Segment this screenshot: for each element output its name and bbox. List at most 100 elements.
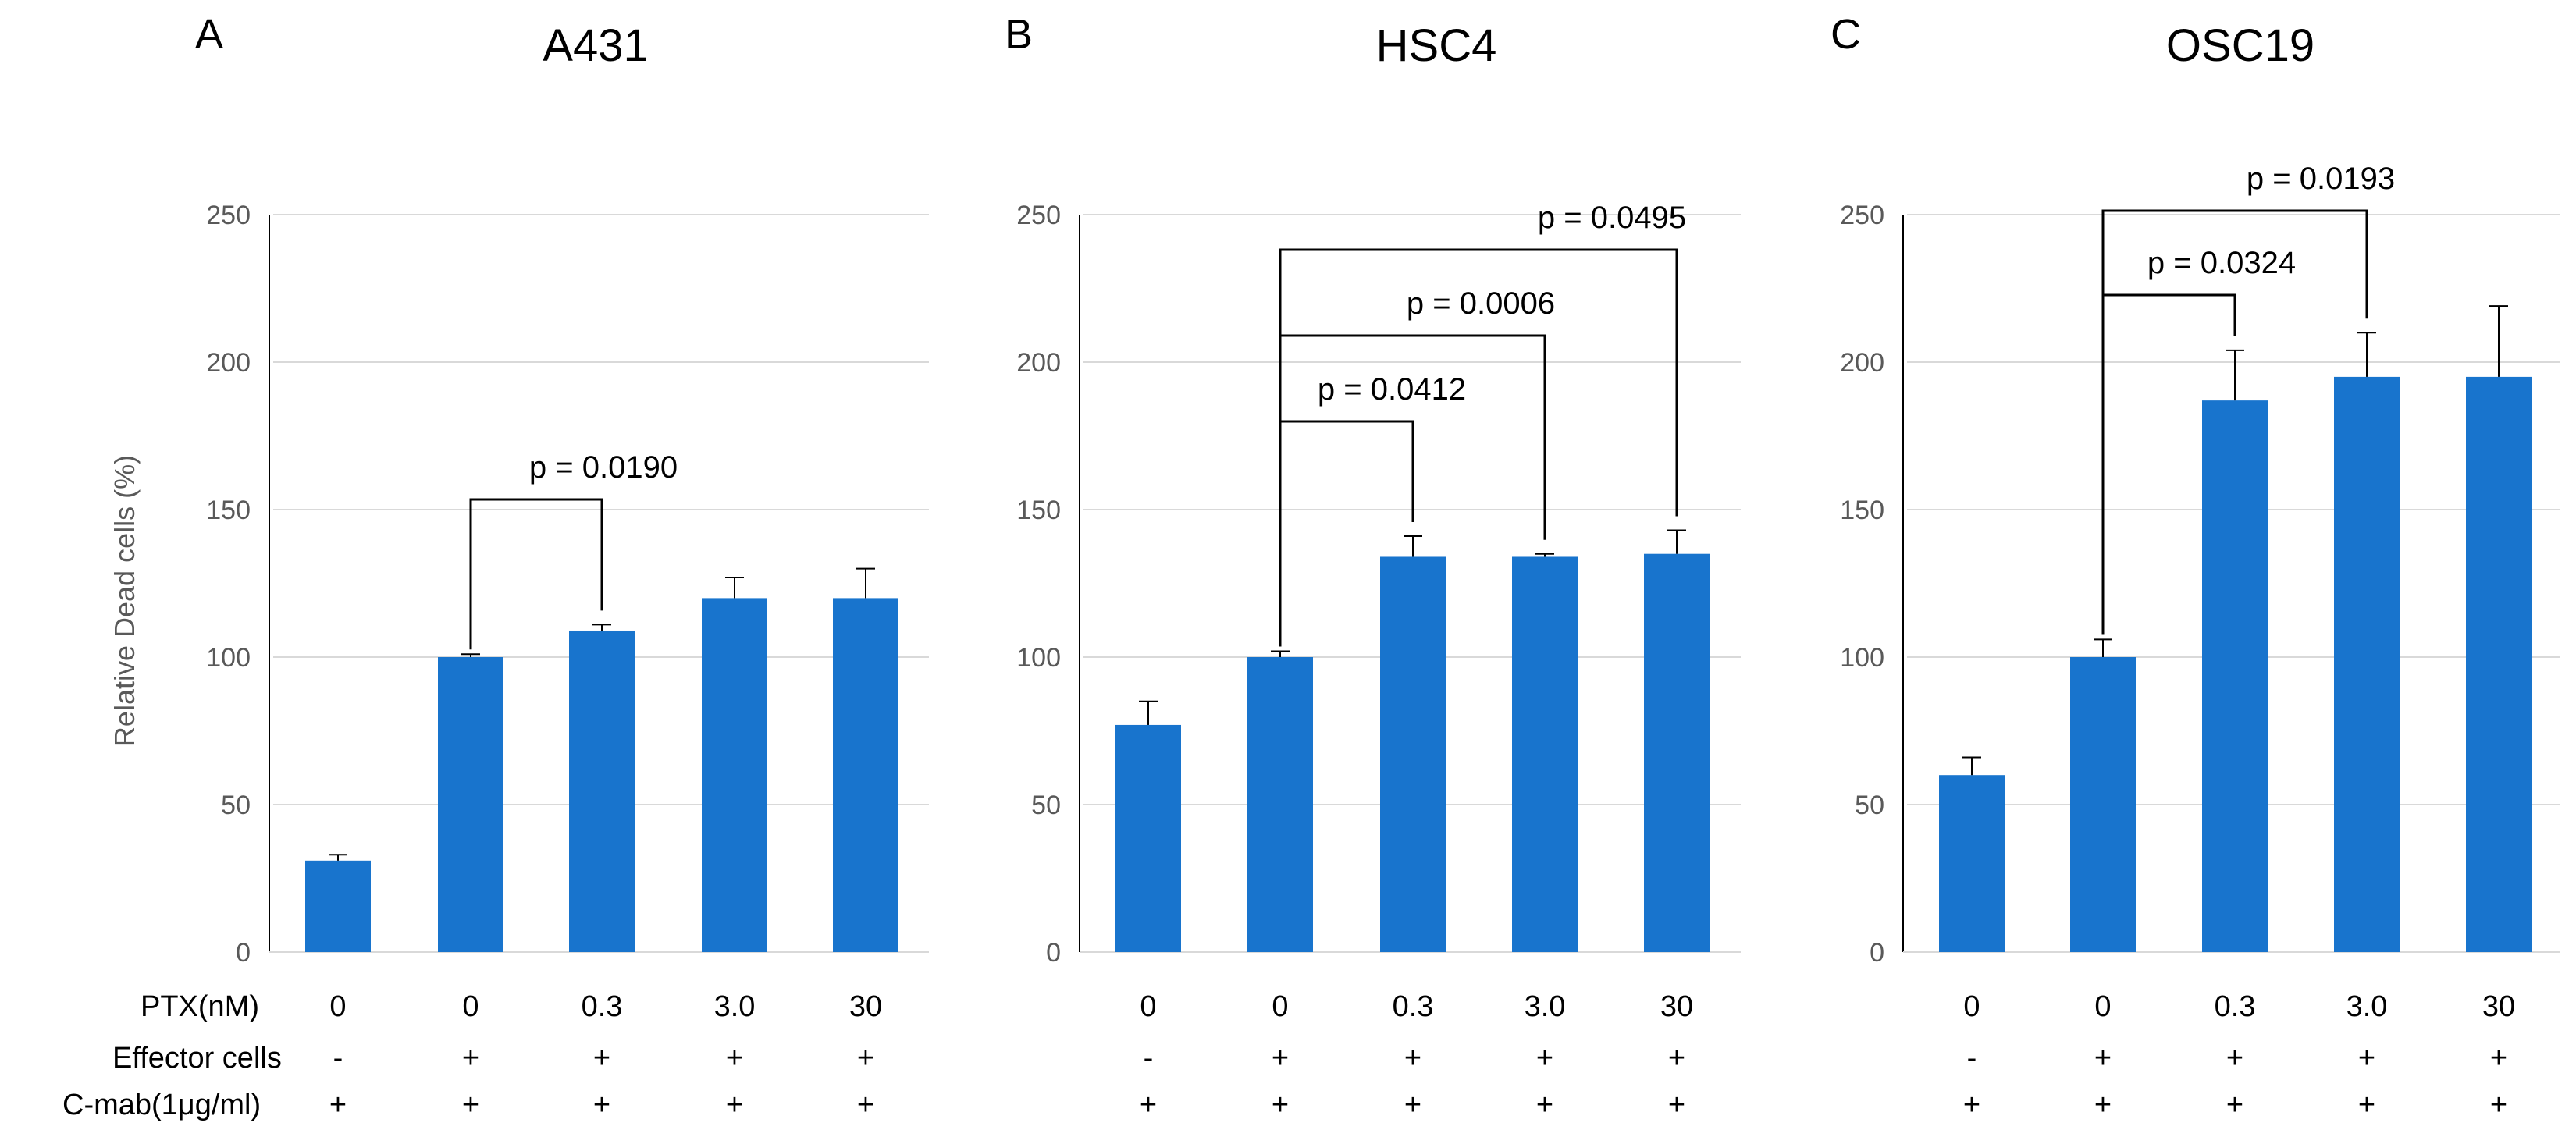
p-value-label: p = 0.0193 — [2247, 162, 2395, 196]
y-tick-label: 0 — [1870, 938, 1884, 968]
effector-cells-value: + — [2226, 1042, 2243, 1075]
y-axis-label: Relative Dead cells (%) — [109, 455, 141, 747]
effector-cells-value: + — [2094, 1042, 2112, 1075]
bar — [1939, 775, 2005, 952]
bar — [2070, 657, 2136, 952]
effector-cells-value: + — [462, 1042, 479, 1075]
y-tick-label: 100 — [1840, 643, 1884, 673]
significance-bracket — [469, 498, 603, 650]
y-tick-label: 100 — [206, 643, 251, 673]
y-tick-label: 0 — [1046, 938, 1061, 968]
bar — [1644, 553, 1710, 952]
bar — [702, 598, 767, 952]
panel-letter: C — [1831, 11, 1861, 58]
panel-title: A431 — [543, 20, 648, 71]
cmab-value: + — [2358, 1089, 2375, 1121]
y-tick-label: 250 — [206, 201, 251, 230]
bar — [2466, 376, 2532, 952]
bar — [833, 598, 898, 952]
effector-cells-value: + — [593, 1042, 610, 1075]
effector-cells-value: + — [857, 1042, 874, 1075]
effector-cells-value: - — [333, 1042, 343, 1075]
bar — [2202, 400, 2268, 952]
ptx-tick-label: 30 — [1660, 990, 1693, 1023]
panel-letter: B — [1005, 11, 1033, 58]
row-label-ptx: PTX(nM) — [141, 990, 259, 1023]
bar — [2334, 376, 2400, 952]
p-value-label: p = 0.0190 — [529, 450, 678, 485]
ptx-tick-label: 0.3 — [582, 990, 623, 1023]
panel-title: OSC19 — [2166, 20, 2314, 71]
panel-osc19: C OSC19 0 50 100 150 200 250 0 - +0 + +0.3 + +3.0 + +3… — [1831, 11, 2560, 1121]
row-labels: PTX(nM) Effector cells C-mab(1μg/ml) — [62, 990, 282, 1121]
y-tick-label: 150 — [1016, 496, 1061, 525]
ptx-tick-label: 0 — [2094, 990, 2111, 1023]
y-tick-label: 150 — [1840, 496, 1884, 525]
significance-bracket — [2101, 209, 2368, 635]
cmab-value: + — [1536, 1089, 1553, 1121]
bar — [1380, 556, 1446, 952]
cmab-value: + — [857, 1089, 874, 1121]
y-tick-label: 50 — [1855, 791, 1884, 820]
bar — [438, 657, 503, 952]
ptx-tick-label: 3.0 — [1525, 990, 1566, 1023]
bar — [1247, 657, 1313, 952]
ptx-tick-label: 0 — [1140, 990, 1156, 1023]
effector-cells-value: + — [726, 1042, 743, 1075]
y-tick-label: 150 — [206, 496, 251, 525]
y-tick-label: 50 — [1031, 791, 1061, 820]
effector-cells-value: + — [1668, 1042, 1685, 1075]
panel-title: HSC4 — [1376, 20, 1497, 71]
effector-cells-value: + — [1404, 1042, 1421, 1075]
p-value-label: p = 0.0412 — [1318, 372, 1466, 407]
y-tick-label: 250 — [1016, 201, 1061, 230]
cmab-value: + — [1272, 1089, 1289, 1121]
ptx-tick-label: 0 — [462, 990, 479, 1023]
y-tick-label: 200 — [1840, 348, 1884, 378]
effector-cells-value: + — [1536, 1042, 1553, 1075]
effector-cells-value: + — [1272, 1042, 1289, 1075]
bar — [1115, 724, 1181, 952]
y-tick-label: 200 — [1016, 348, 1061, 378]
bar — [305, 860, 371, 952]
y-tick-label: 250 — [1840, 201, 1884, 230]
cmab-value: + — [462, 1089, 479, 1121]
cmab-value: + — [1140, 1089, 1157, 1121]
bar — [569, 630, 635, 952]
effector-cells-value: + — [2358, 1042, 2375, 1075]
ptx-tick-label: 0.3 — [2215, 990, 2256, 1023]
cmab-value: + — [1668, 1089, 1685, 1121]
ptx-tick-label: 30 — [2482, 990, 2515, 1023]
ptx-tick-label: 0.3 — [1393, 990, 1434, 1023]
p-value-label: p = 0.0495 — [1538, 201, 1686, 235]
ptx-tick-label: 0 — [1963, 990, 1980, 1023]
p-value-label: p = 0.0006 — [1407, 286, 1555, 321]
effector-cells-value: - — [1144, 1042, 1154, 1075]
panel-a431: A A431 Relative Dead cells (%) 0 50 100 150… — [109, 11, 929, 1121]
panel-letter: A — [195, 11, 223, 58]
bar — [1512, 556, 1578, 952]
row-label-cmab: C-mab(1μg/ml) — [62, 1089, 261, 1121]
cmab-value: + — [593, 1089, 610, 1121]
cmab-value: + — [726, 1089, 743, 1121]
cmab-value: + — [329, 1089, 347, 1121]
p-value-label: p = 0.0324 — [2147, 246, 2296, 280]
panel-hsc4: B HSC4 0 50 100 150 200 250 0 - +0 + +0.3 + +3.0 + +30… — [1005, 11, 1741, 1121]
cmab-value: + — [2094, 1089, 2112, 1121]
effector-cells-value: - — [1967, 1042, 1977, 1075]
row-label-effector-cells: Effector cells — [112, 1042, 282, 1075]
ptx-tick-label: 0 — [1272, 990, 1288, 1023]
y-tick-label: 100 — [1016, 643, 1061, 673]
y-tick-label: 0 — [236, 938, 251, 968]
ptx-tick-label: 30 — [849, 990, 882, 1023]
y-tick-label: 50 — [221, 791, 251, 820]
ptx-tick-label: 3.0 — [2347, 990, 2388, 1023]
y-tick-label: 200 — [206, 348, 251, 378]
significance-bracket — [1279, 248, 1678, 647]
ptx-tick-label: 3.0 — [714, 990, 756, 1023]
cmab-value: + — [1404, 1089, 1421, 1121]
cmab-value: + — [1963, 1089, 1980, 1121]
effector-cells-value: + — [2490, 1042, 2507, 1075]
ptx-tick-label: 0 — [329, 990, 346, 1023]
